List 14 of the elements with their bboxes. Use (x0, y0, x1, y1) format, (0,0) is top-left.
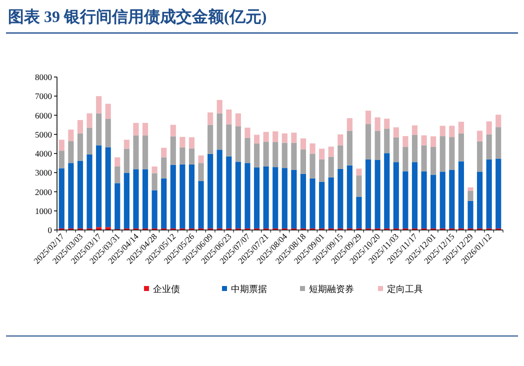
y-tick-label: 1000 (35, 206, 52, 216)
chart-title: 图表 39 银行间信用债成交金额(亿元) (8, 7, 267, 26)
y-tick-label: 3000 (35, 168, 52, 178)
y-tick-label: 4000 (35, 148, 52, 158)
legend-label: 短期融资券 (309, 284, 354, 294)
legend-label: 定向工具 (387, 284, 423, 294)
y-tick-label: 8000 (35, 72, 52, 82)
y-tick-label: 2000 (35, 186, 52, 197)
legend-label: 中期票据 (231, 284, 267, 294)
legend-label: 企业债 (153, 284, 180, 294)
y-tick-label: 7000 (35, 91, 52, 102)
y-tick-label: 6000 (35, 110, 52, 120)
y-tick-label: 0 (48, 225, 52, 235)
y-tick-label: 5000 (35, 129, 52, 140)
